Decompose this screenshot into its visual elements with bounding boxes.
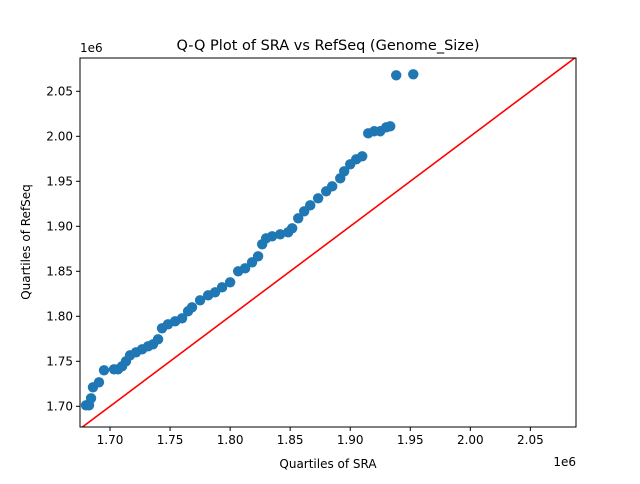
data-point [176,313,188,324]
y-axis-label: Quartiles of RefSeq [19,184,33,300]
y-tick-label: 2.00 [46,129,73,143]
y-tick-label: 1.95 [46,174,73,188]
y-tick-label: 1.90 [46,219,73,233]
data-point [98,365,110,376]
x-tick-label: 1.70 [97,433,124,447]
x-tick-label: 1.80 [217,433,244,447]
x-tick-label: 2.00 [457,433,484,447]
x-tick-label: 1.85 [277,433,304,447]
x-tick-label: 1.95 [397,433,424,447]
data-point [287,223,298,234]
y-tick-label: 1.75 [46,354,73,368]
x-offset-label: 1e6 [553,455,576,469]
data-point [293,213,304,224]
data-point [152,334,164,345]
x-tick-label: 2.05 [517,433,544,447]
data-point [357,151,368,162]
data-point [252,251,264,262]
data-point [266,231,278,242]
chart-title: Q-Q Plot of SRA vs RefSeq (Genome_Size) [176,38,479,54]
data-point [339,166,350,177]
data-point [186,302,198,313]
data-point [312,193,324,204]
data-point [385,121,396,132]
data-point [305,200,316,211]
data-point [391,70,402,81]
data-point [93,377,105,388]
data-point [224,277,236,288]
data-point [239,263,251,274]
x-tick-label: 1.90 [337,433,364,447]
data-point [275,229,286,240]
y-tick-label: 1.80 [46,309,73,323]
plot-frame [79,57,577,428]
data-point [327,181,338,192]
y-tick-label: 1.70 [46,399,73,413]
reference-line [81,58,576,427]
x-axis-label: Quartiles of SRA [279,457,377,471]
data-point [216,282,228,293]
data-point [408,69,419,80]
data-point [194,295,206,306]
y-offset-label: 1e6 [80,41,103,55]
y-tick-label: 1.85 [46,264,73,278]
y-tick-label: 2.05 [46,84,73,98]
x-tick-label: 1.75 [157,433,184,447]
data-point [85,393,97,404]
